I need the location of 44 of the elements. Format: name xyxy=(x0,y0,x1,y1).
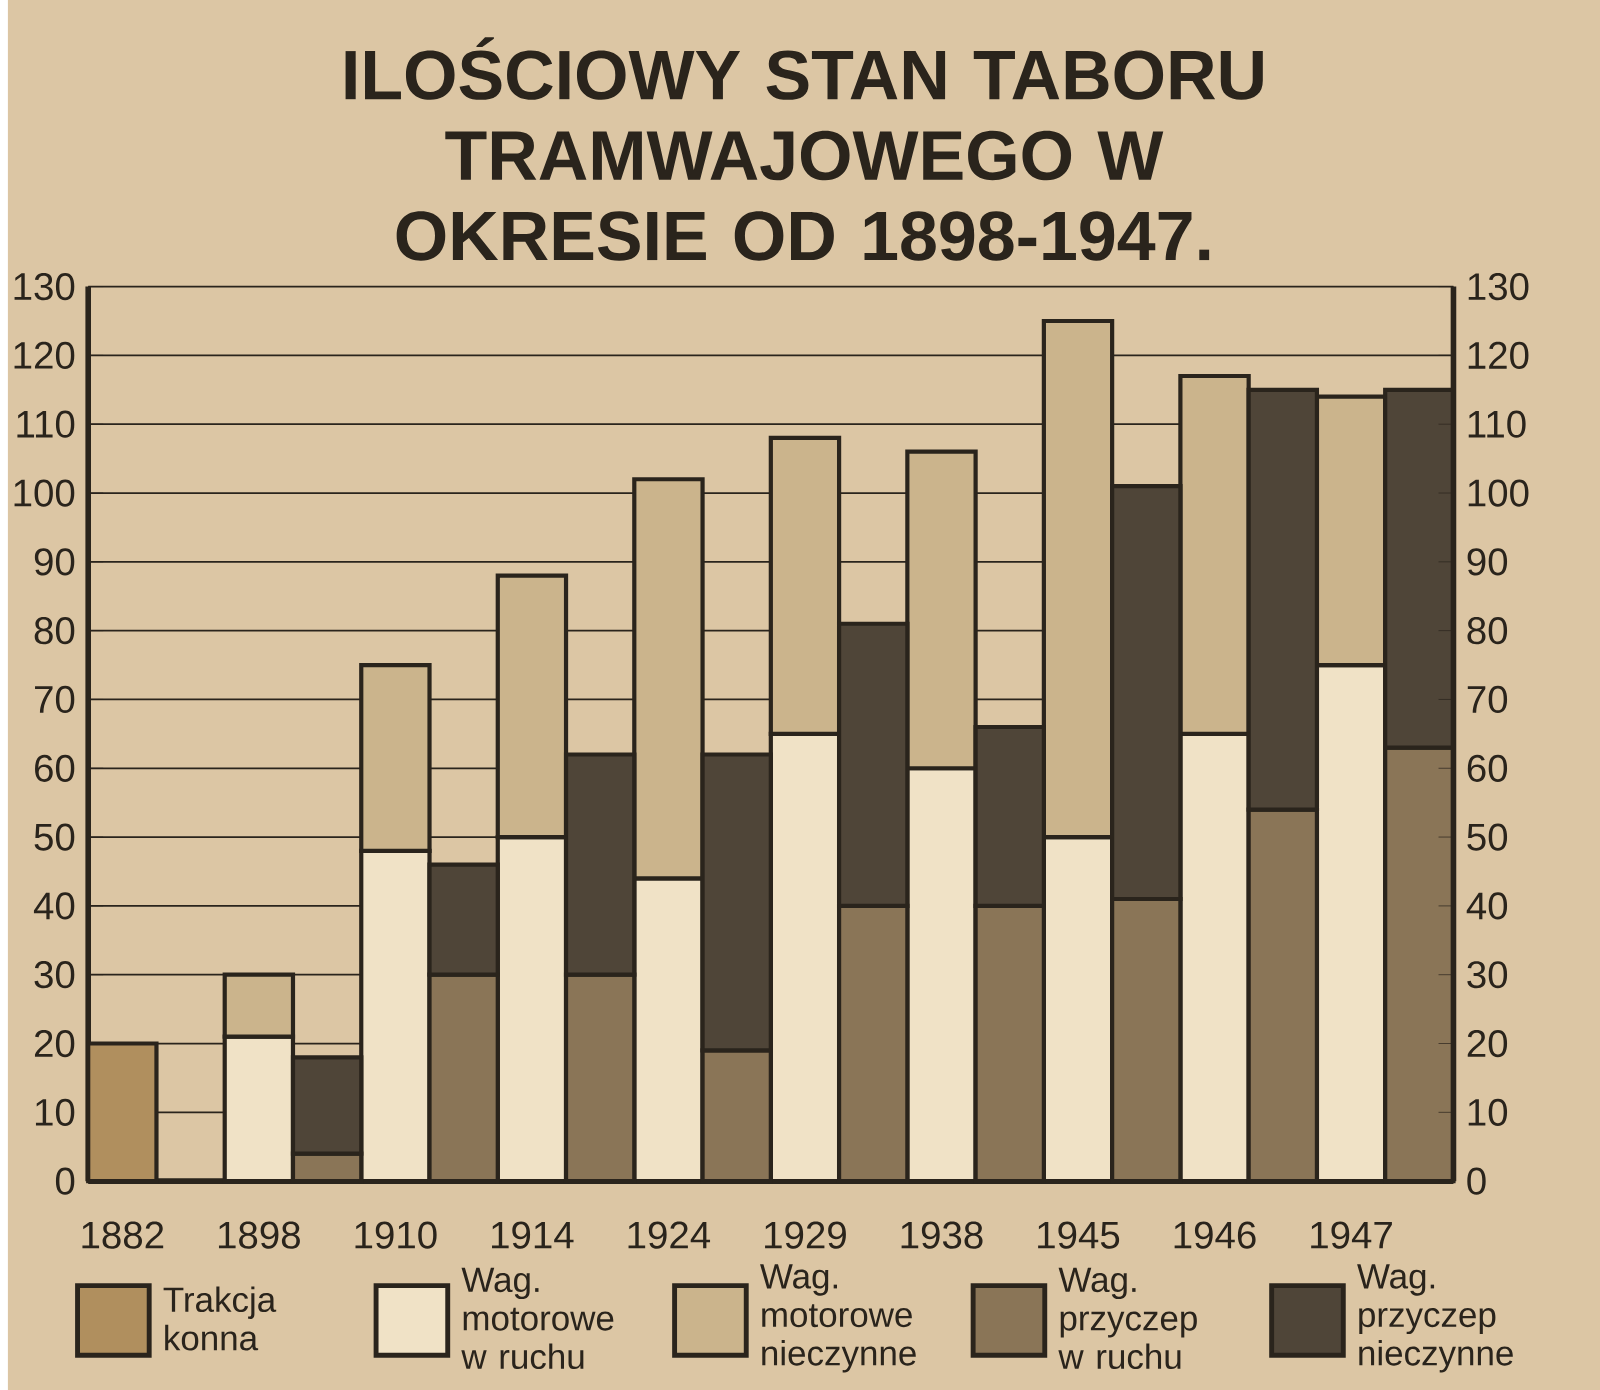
y2-tick-label: 110 xyxy=(1468,410,1526,438)
legend-label: Wag. przyczep w ruchu xyxy=(1058,1267,1197,1370)
y2-tick-label: 30 xyxy=(1467,961,1508,989)
legend-label: Wag. motorowe w ruchu xyxy=(461,1267,614,1370)
x-tick-label: 1947 xyxy=(1311,1221,1392,1249)
y-tick-label: 50 xyxy=(34,823,75,851)
y-tick-label: 110 xyxy=(17,410,75,438)
y2-tick-label: 20 xyxy=(1467,1029,1508,1058)
y-tick-label: 40 xyxy=(33,892,75,920)
y-tick-label: 80 xyxy=(34,617,75,645)
y-tick-label: 20 xyxy=(34,1029,75,1058)
x-tick-label: 1924 xyxy=(628,1221,711,1249)
y-tick-label: 100 xyxy=(14,479,75,507)
x-tick-label: 1898 xyxy=(218,1221,300,1249)
x-tick-label: 1945 xyxy=(1038,1221,1120,1249)
y2-tick-label: 100 xyxy=(1468,479,1529,507)
y2-tick-label: 40 xyxy=(1466,892,1508,920)
x-tick-label: 1946 xyxy=(1174,1221,1256,1249)
y2-tick-label: 60 xyxy=(1467,754,1508,782)
y-tick-label: 120 xyxy=(14,341,75,369)
y2-tick-label: 70 xyxy=(1467,685,1508,714)
y-tick-label: 0 xyxy=(55,1167,75,1195)
legend-label: Wag. przyczep nieczynne xyxy=(1357,1264,1513,1373)
y-tick-label: 60 xyxy=(35,754,75,782)
y-tick-label: 130 xyxy=(14,272,75,301)
y-tick-label: 30 xyxy=(34,961,75,989)
y2-tick-label: 120 xyxy=(1468,341,1529,369)
chart-title: ILOŚCIOWY STAN TABORU TRAMWAJOWEGO W OKRESIE OD 1898-1947. xyxy=(345,37,1263,261)
y2-tick-label: 10 xyxy=(1468,1098,1508,1126)
x-tick-label: 1882 xyxy=(82,1221,164,1249)
legend-label: Wag. motorowe nieczynne xyxy=(760,1264,916,1373)
x-tick-label: 1929 xyxy=(765,1221,846,1249)
x-tick-label: 1910 xyxy=(355,1221,437,1249)
y2-tick-label: 130 xyxy=(1468,272,1529,301)
y2-tick-label: 0 xyxy=(1467,1167,1486,1195)
x-tick-label: 1914 xyxy=(492,1221,574,1249)
y2-tick-label: 90 xyxy=(1467,548,1508,576)
y-tick-label: 70 xyxy=(35,685,75,714)
y-tick-label: 10 xyxy=(35,1098,75,1126)
y2-tick-label: 80 xyxy=(1467,617,1508,645)
legend-label: Trakcja konna xyxy=(163,1286,277,1351)
y2-tick-label: 50 xyxy=(1467,823,1508,851)
y-tick-label: 90 xyxy=(34,548,75,576)
x-tick-label: 1938 xyxy=(901,1221,983,1249)
